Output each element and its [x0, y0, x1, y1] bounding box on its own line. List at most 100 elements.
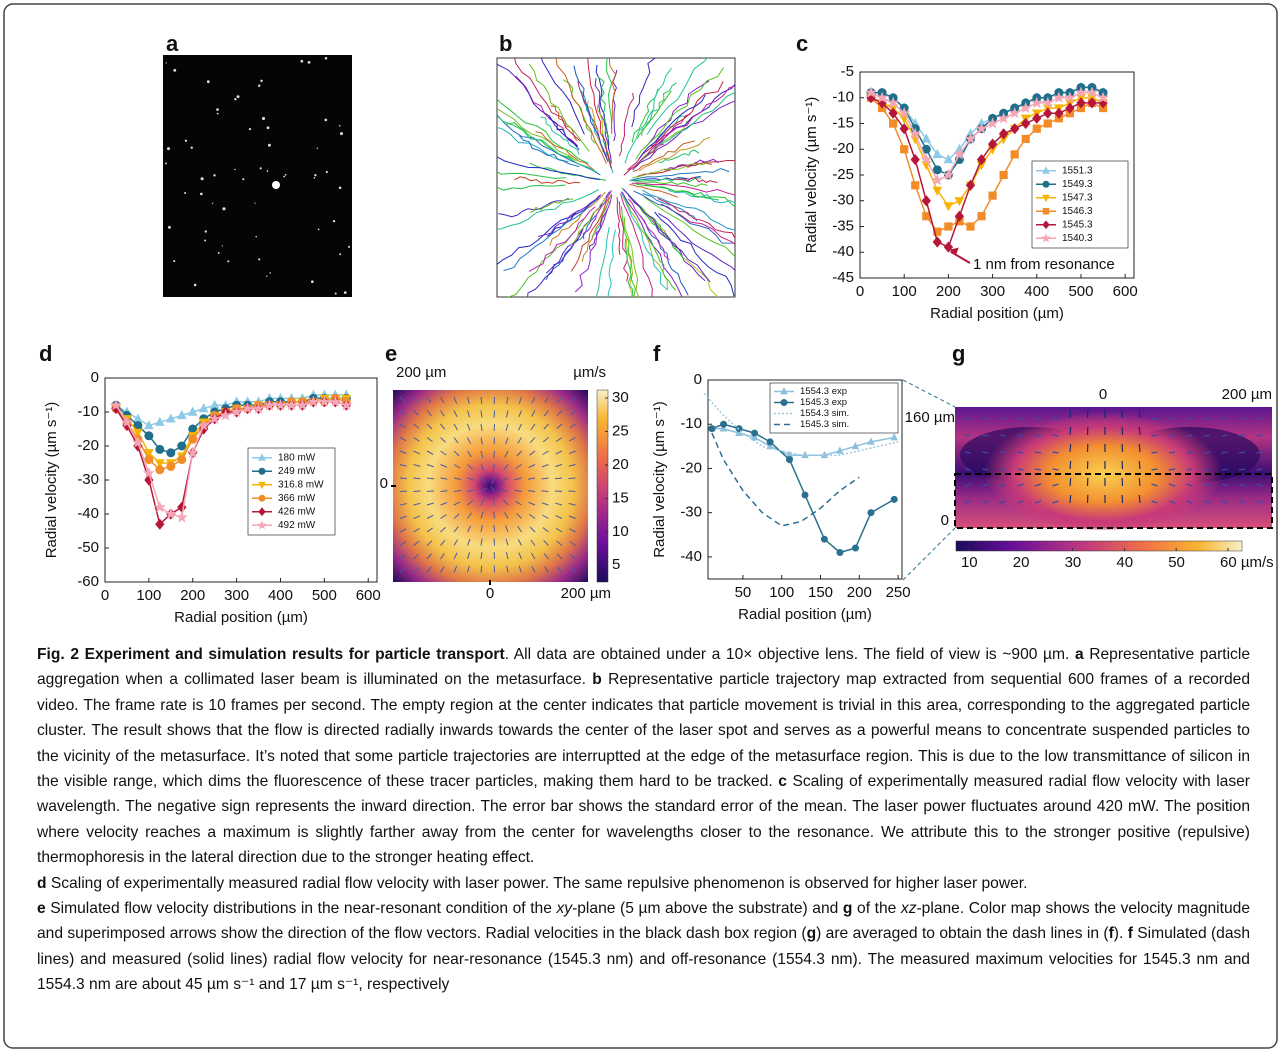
trajectory	[514, 58, 581, 142]
particle-cluster	[272, 181, 280, 189]
trajectory	[657, 198, 735, 240]
trajectory	[621, 191, 683, 297]
particle	[325, 170, 328, 174]
flow-arrow	[399, 541, 407, 546]
marker	[900, 145, 909, 154]
trajectory	[519, 135, 580, 168]
panel-label: e	[385, 341, 397, 366]
x-tick-label: 500	[1068, 283, 1093, 300]
trajectory	[642, 189, 735, 231]
flow-arrow	[1052, 468, 1059, 471]
flow-arrow	[569, 410, 576, 416]
marker	[1054, 107, 1064, 119]
flow-arrow	[505, 437, 509, 445]
flow-arrow	[504, 512, 509, 519]
colorbar-label: 10	[612, 523, 629, 540]
flow-arrow	[1138, 409, 1141, 419]
axis-text: 200 µm	[1222, 386, 1272, 403]
trajectory	[620, 191, 668, 291]
flow-arrow	[480, 498, 485, 506]
marker	[241, 402, 254, 414]
particle	[316, 147, 318, 149]
flow-arrow	[514, 477, 522, 481]
flow-arrow	[426, 527, 433, 533]
marker	[708, 425, 716, 433]
trajectory	[631, 167, 730, 181]
flow-arrow	[493, 437, 495, 445]
marker	[258, 453, 266, 461]
trajectory	[570, 196, 607, 246]
particle	[307, 61, 311, 64]
caption-text: Fig. 2 Experiment and simulation results…	[37, 646, 505, 663]
trajectory	[573, 65, 608, 161]
flow-arrow	[426, 490, 435, 492]
flow-arrow	[1186, 483, 1193, 487]
particle	[242, 178, 245, 181]
flow-arrow	[480, 551, 483, 560]
particle	[314, 173, 317, 177]
legend-label: 249 mW	[278, 466, 316, 477]
flow-arrow	[440, 437, 446, 443]
colorbar-label: 20	[612, 456, 629, 473]
flow-arrow	[480, 538, 483, 546]
flow-arrow	[1017, 451, 1024, 454]
marker	[944, 222, 953, 231]
marker	[121, 415, 133, 428]
particle	[193, 283, 197, 287]
particle	[216, 108, 219, 111]
legend-label: 1546.3	[1062, 206, 1093, 217]
flow-arrow	[1203, 483, 1211, 487]
flow-arrow	[570, 396, 576, 403]
trajectory	[497, 171, 567, 180]
trajectory	[570, 196, 610, 272]
marker	[890, 495, 898, 503]
marker	[1008, 106, 1021, 119]
flow-arrow	[541, 490, 549, 492]
flow-arrow	[505, 525, 509, 533]
flow-arrow	[964, 500, 972, 504]
x-axis-label: Radial position (µm)	[738, 606, 872, 623]
flow-arrow	[480, 464, 485, 472]
flow-arrow	[426, 502, 434, 506]
trajectory	[529, 198, 574, 213]
panel-label: c	[796, 31, 808, 56]
trajectory	[623, 216, 640, 297]
y-tick-label: -30	[77, 471, 99, 488]
flow-arrow	[1138, 426, 1141, 436]
flow-arrow	[399, 450, 407, 454]
particle	[184, 192, 187, 194]
flow-arrow	[530, 552, 536, 560]
flow-arrow	[453, 565, 458, 573]
flow-arrow	[518, 410, 522, 418]
x-tick-label: 100	[136, 587, 161, 604]
flow-arrow	[413, 410, 419, 416]
flow-arrow	[467, 512, 472, 519]
flow-arrow	[1238, 500, 1246, 504]
axis-text: 160 µm	[905, 409, 955, 426]
flow-arrow	[1256, 500, 1263, 504]
marker	[964, 132, 977, 144]
marker	[133, 428, 143, 438]
y-axis-label: Radial velocity (µm s⁻¹)	[651, 401, 668, 558]
particle	[165, 62, 167, 64]
flow-arrow	[1017, 500, 1024, 504]
trajectory	[625, 238, 635, 297]
trajectory	[621, 187, 685, 260]
trajectory	[595, 227, 610, 297]
trajectory	[635, 181, 708, 188]
flow-arrow	[542, 450, 549, 456]
flow-arrow	[517, 423, 522, 431]
flow-arrow	[413, 566, 419, 573]
legend-label: 1554.3 sim.	[800, 408, 849, 419]
trajectory	[602, 133, 614, 174]
flow-arrow	[568, 464, 576, 467]
marker	[932, 236, 942, 248]
flow-arrow	[982, 434, 989, 437]
flow-arrow	[964, 483, 972, 487]
particle	[267, 143, 271, 147]
trajectory	[631, 182, 735, 196]
marker	[1041, 96, 1054, 108]
y-tick-label: -60	[77, 573, 99, 590]
trajectory	[514, 176, 581, 185]
